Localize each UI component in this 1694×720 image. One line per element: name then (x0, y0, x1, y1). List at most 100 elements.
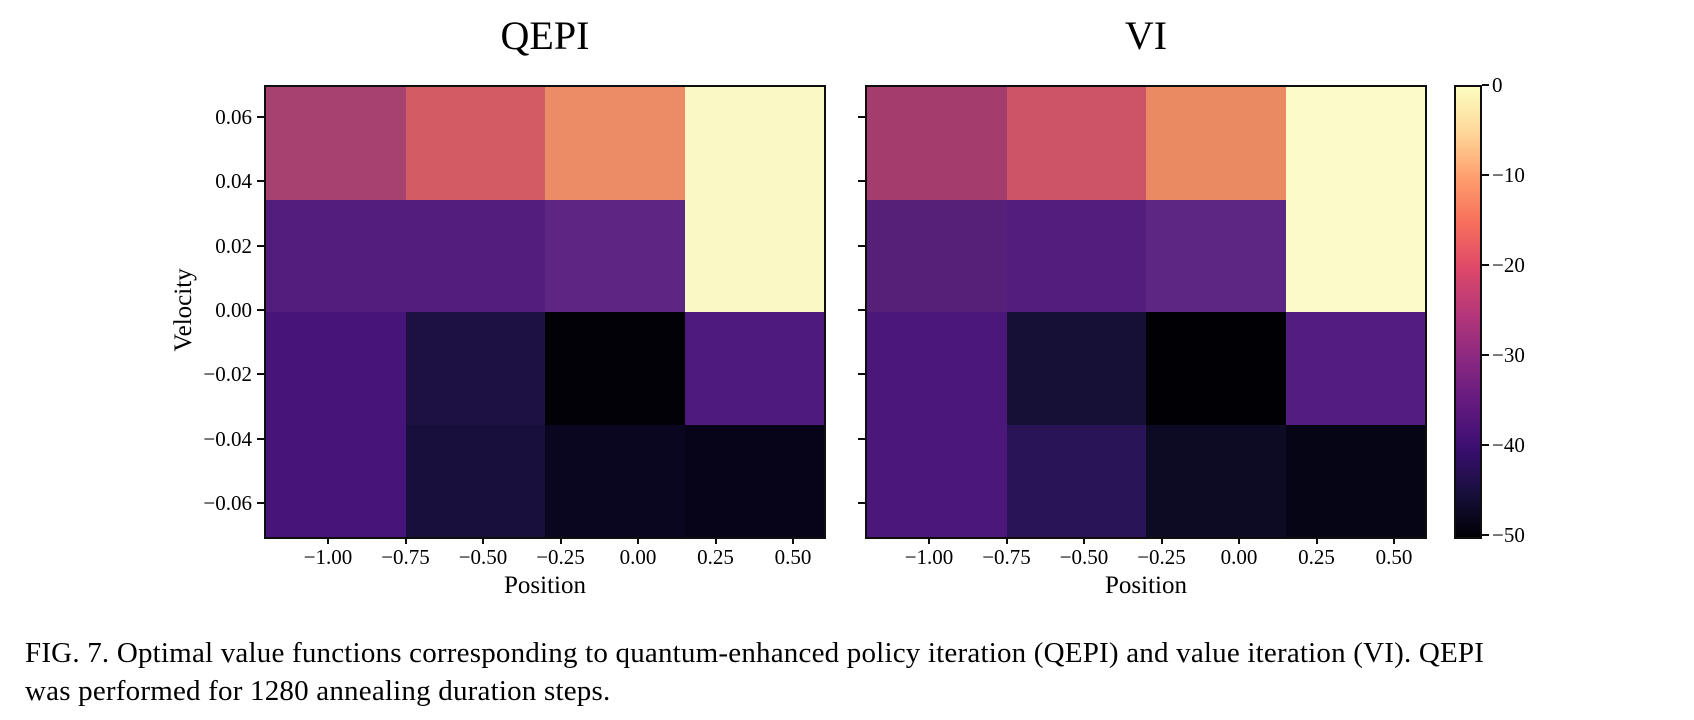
colorbar-tick-mark (1482, 354, 1489, 356)
x-tick-mark (404, 537, 407, 544)
heatmap-vi (865, 85, 1427, 539)
colorbar (1454, 85, 1482, 539)
x-tick-label: 0.50 (774, 545, 812, 569)
heatmap-cell (684, 199, 824, 312)
heatmap-cell (545, 87, 685, 200)
colorbar-tick-label: −40 (1492, 433, 1525, 457)
heatmap-cell (405, 424, 545, 537)
x-tick-label: 0.25 (1298, 545, 1335, 569)
x-tick-label: −1.00 (904, 545, 954, 569)
heatmap-cell (684, 312, 824, 425)
x-tick-mark (559, 537, 562, 544)
heatmap-cell (1285, 424, 1425, 537)
figure-caption-line-1: FIG. 7. Optimal value functions correspo… (25, 637, 1485, 669)
x-tick-mark (1315, 537, 1318, 544)
y-tick-label: 0.06 (215, 105, 252, 130)
heatmap-cell (1006, 424, 1146, 537)
y-tick-mark (257, 244, 264, 247)
y-tick-mark (858, 180, 865, 183)
colorbar-tick-label: −10 (1492, 163, 1525, 187)
y-tick-mark (858, 501, 865, 504)
x-tick-label: −0.75 (381, 545, 430, 569)
x-axis-label-position-right: Position (1105, 572, 1187, 599)
y-tick-mark (257, 116, 264, 119)
heatmap-cell (1006, 87, 1146, 200)
x-tick-label: −0.50 (1059, 545, 1109, 569)
x-tick-mark (482, 537, 484, 544)
heatmap-cell (1006, 312, 1146, 425)
x-tick-label: 0.00 (619, 545, 657, 569)
heatmap-cell (867, 424, 1007, 537)
x-tick-label: −0.25 (536, 545, 585, 569)
colorbar-tick-mark (1482, 534, 1489, 536)
heatmap-cell (1146, 199, 1286, 312)
x-tick-mark (1160, 537, 1163, 544)
colorbar-tick-mark (1482, 174, 1489, 176)
y-tick-mark (257, 437, 264, 440)
x-tick-label: −0.50 (458, 545, 508, 569)
heatmap-cell (1006, 199, 1146, 312)
plot-title-vi: VI (1124, 13, 1168, 58)
heatmap-cell (266, 87, 406, 200)
x-tick-mark (928, 537, 930, 544)
heatmap-cell (266, 199, 406, 312)
plot-title-qepi: QEPI (500, 13, 590, 58)
x-tick-label: −1.00 (303, 545, 353, 569)
heatmap-cell (1146, 312, 1286, 425)
colorbar-tick-mark (1482, 444, 1489, 446)
y-tick-mark (858, 309, 865, 311)
x-tick-label: 0.25 (697, 545, 734, 569)
x-tick-label: −0.75 (982, 545, 1031, 569)
heatmap-cell (684, 87, 824, 200)
heatmap-cell-grid (867, 87, 1425, 537)
heatmap-cell (266, 424, 406, 537)
heatmap-cell (545, 424, 685, 537)
y-tick-label: 0.02 (215, 233, 252, 258)
x-tick-mark (637, 537, 639, 544)
y-tick-mark (257, 501, 264, 504)
x-tick-label: 0.00 (1220, 545, 1258, 569)
y-tick-label: −0.02 (203, 362, 252, 387)
y-tick-label: 0.04 (215, 169, 252, 194)
y-tick-label: −0.06 (203, 490, 252, 515)
x-tick-mark (1005, 537, 1008, 544)
x-tick-mark (1083, 537, 1085, 544)
y-tick-mark (257, 373, 264, 376)
x-tick-mark (1393, 537, 1395, 544)
colorbar-tick-label: −30 (1492, 343, 1525, 367)
heatmap-cell (405, 87, 545, 200)
colorbar-tick-label: −20 (1492, 253, 1525, 277)
y-tick-label: 0.00 (215, 298, 252, 322)
x-tick-label: 0.50 (1375, 545, 1413, 569)
colorbar-tick-mark (1482, 264, 1489, 266)
heatmap-cell (1285, 87, 1425, 200)
x-tick-mark (327, 537, 329, 544)
heatmap-cell (1146, 424, 1286, 537)
heatmap-cell (684, 424, 824, 537)
colorbar-tick-label: −50 (1492, 523, 1525, 547)
y-tick-mark (858, 244, 865, 247)
heatmap-cell (867, 199, 1007, 312)
heatmap-cell (867, 87, 1007, 200)
heatmap-cell (1285, 312, 1425, 425)
x-tick-label: −0.25 (1137, 545, 1186, 569)
x-tick-mark (1238, 537, 1240, 544)
heatmap-cell (1146, 87, 1286, 200)
heatmap-cell (545, 199, 685, 312)
heatmap-qepi (264, 85, 826, 539)
y-tick-mark (257, 180, 264, 183)
heatmap-cell (266, 312, 406, 425)
heatmap-cell (405, 199, 545, 312)
heatmap-cell (867, 312, 1007, 425)
y-tick-mark (858, 373, 865, 376)
figure-caption-line-2: was performed for 1280 annealing duratio… (25, 675, 611, 707)
x-tick-mark (792, 537, 794, 544)
y-tick-mark (257, 309, 264, 311)
heatmap-cell (1285, 199, 1425, 312)
x-tick-mark (714, 537, 717, 544)
colorbar-tick-label: 0 (1492, 73, 1503, 97)
colorbar-tick-mark (1482, 84, 1489, 86)
y-tick-label: −0.04 (203, 426, 252, 451)
heatmap-cell (405, 312, 545, 425)
